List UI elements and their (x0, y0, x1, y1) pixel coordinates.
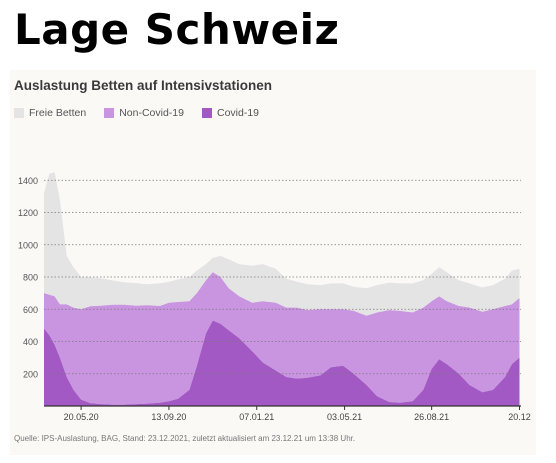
legend-item-free: Freie Betten (14, 107, 86, 119)
area-freie-betten (44, 172, 520, 316)
area-covid-19 (44, 320, 520, 406)
x-tick-label: 07.01.21 (239, 412, 274, 422)
legend-item-covid: Covid-19 (201, 107, 260, 119)
y-tick-label: 200 (23, 369, 38, 379)
legend: Freie Betten Non-Covid-19 Covid-19 (14, 106, 277, 120)
legend-label-covid: Covid-19 (216, 107, 260, 119)
chart-title: Auslastung Betten auf Intensivstationen (14, 78, 273, 93)
x-tick-label: 20.12 (508, 412, 531, 422)
source-note: Quelle: IPS-Auslastung, BAG, Stand: 23.1… (14, 434, 356, 443)
y-tick-label: 1000 (18, 240, 38, 250)
x-tick-label: 26.08.21 (414, 412, 449, 422)
y-tick-label: 400 (23, 337, 38, 347)
y-tick-label: 800 (23, 273, 38, 283)
intensive-care-beds-chart: 200 400 600 800 1000 1200 1400 20.05.20 13.09.20… (18, 172, 531, 422)
legend-item-noncovid: Non-Covid-19 (104, 107, 184, 119)
x-tick-label: 13.09.20 (151, 412, 186, 422)
x-tick-label: 20.05.20 (64, 412, 99, 422)
y-tick-label: 1400 (18, 176, 38, 186)
chart-panel: 200 400 600 800 1000 1200 1400 20.05.20 13.09.20… (10, 70, 536, 455)
page-title: Lage Schweiz (14, 5, 340, 54)
y-tick-label: 600 (23, 305, 38, 315)
legend-label-noncovid: Non-Covid-19 (119, 107, 184, 119)
area-non-covid-19 (44, 272, 520, 405)
legend-swatch-noncovid (104, 108, 115, 118)
x-tick-label: 03.05.21 (327, 412, 362, 422)
legend-swatch-free (14, 108, 24, 118)
legend-swatch-covid (201, 108, 212, 118)
y-tick-label: 1200 (18, 208, 38, 218)
legend-label-free: Freie Betten (29, 107, 87, 119)
